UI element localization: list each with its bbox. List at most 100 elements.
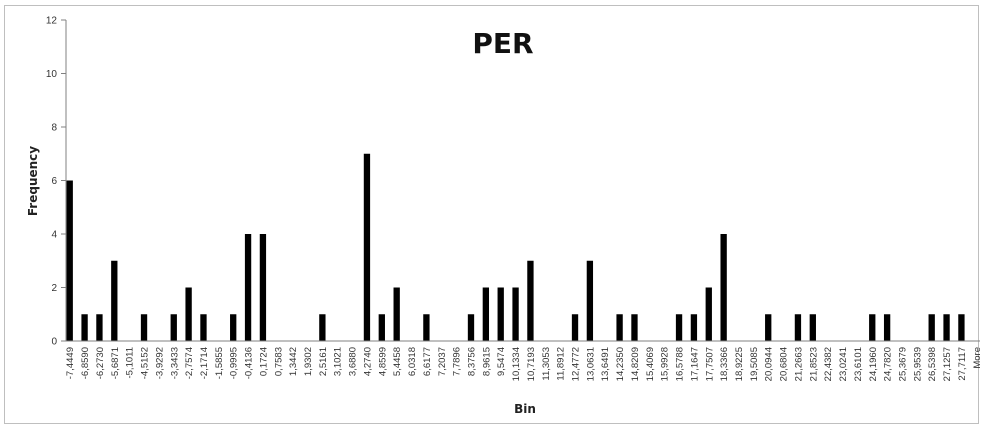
x-tick-label: 16,5788 — [675, 347, 686, 381]
histogram-bar — [958, 314, 965, 341]
x-tick-label: 3,6880 — [348, 347, 359, 376]
histogram-bar — [185, 287, 192, 341]
histogram-bar — [631, 314, 638, 341]
x-tick-label: 24,7820 — [883, 347, 894, 381]
x-tick-label: 8,9615 — [481, 347, 492, 376]
x-tick-label: 23,0241 — [838, 347, 849, 381]
x-tick-label: -5,6871 — [110, 347, 121, 379]
histogram-bar — [111, 260, 118, 341]
x-tick-label: 15,9928 — [660, 347, 671, 381]
x-tick-label: 25,9539 — [912, 347, 923, 381]
x-tick-label: 13,6491 — [600, 347, 611, 381]
histogram-bar — [363, 153, 371, 341]
y-tick-label: 0 — [51, 337, 57, 348]
histogram-bar — [319, 314, 326, 341]
x-tick-label: 7,2037 — [437, 347, 448, 376]
x-tick-label: 8,3756 — [466, 347, 477, 376]
x-axis-ticks: -7,4449 -6,8590 -6,2730 -5,6871 -5,1011 -4,51… — [65, 347, 983, 381]
x-tick-label: -1,5855 — [214, 347, 225, 379]
y-tick-label: 6 — [51, 176, 57, 187]
x-tick-label: -3,9292 — [154, 347, 165, 379]
x-tick-label: 1,9302 — [303, 347, 314, 376]
x-tick-label: -2,7574 — [184, 347, 195, 379]
x-tick-label: 10,7193 — [526, 347, 537, 381]
x-tick-label: 21,8523 — [808, 347, 819, 381]
x-tick-label: 9,5474 — [496, 347, 507, 376]
histogram-bar — [586, 260, 594, 341]
x-tick-label: 17,7507 — [704, 347, 715, 381]
x-tick-label: 25,3679 — [897, 347, 908, 381]
histogram-bar — [571, 314, 579, 341]
x-tick-label: 12,4772 — [571, 347, 582, 381]
x-tick-label: 4,2740 — [362, 347, 373, 376]
x-tick-label: 6,0318 — [407, 347, 418, 376]
histogram-bar — [423, 314, 430, 341]
x-tick-label: 23,6101 — [853, 347, 864, 381]
x-tick-label: -0,9995 — [229, 347, 240, 379]
histogram-bar — [81, 314, 88, 341]
x-tick-label: 18,3366 — [719, 347, 730, 381]
x-tick-label: 1,3442 — [288, 347, 299, 376]
x-tick-label: 6,6177 — [422, 347, 433, 376]
x-tick-label: 15,4069 — [645, 347, 656, 381]
histogram-bar — [482, 287, 490, 341]
histogram-bar — [675, 314, 683, 341]
x-tick-label: 20,6804 — [779, 347, 790, 381]
x-tick-label: 27,1257 — [942, 347, 953, 381]
y-tick-label: 2 — [51, 283, 57, 294]
x-tick-label: 4,8599 — [377, 347, 388, 376]
histogram-bar — [230, 314, 237, 341]
x-tick-label: -6,2730 — [95, 347, 106, 379]
x-tick-label: 0,7583 — [273, 347, 284, 376]
x-tick-label: 18,9225 — [734, 347, 745, 381]
x-tick-label: -3,3433 — [169, 347, 180, 379]
histogram-bar — [616, 314, 623, 341]
histogram-bar — [705, 287, 712, 341]
x-axis-title: Bin — [514, 402, 536, 416]
histogram-bar — [259, 234, 267, 341]
x-tick-label: 5,4458 — [392, 347, 403, 376]
x-tick-label: 14,8209 — [630, 347, 641, 381]
x-tick-label: 0,1724 — [258, 347, 269, 376]
histogram-bar — [512, 287, 519, 341]
histogram-bar — [928, 314, 935, 341]
x-tick-label: 11,8912 — [556, 347, 567, 381]
x-tick-label: 14,2350 — [615, 347, 626, 381]
x-tick-label: 7,7896 — [452, 347, 463, 376]
histogram-bar — [809, 314, 816, 341]
x-tick-label: 20,0944 — [764, 347, 775, 381]
histogram-bar — [200, 314, 207, 341]
bars-group — [66, 153, 965, 341]
histogram-bar — [883, 314, 891, 341]
y-tick-label: 10 — [46, 69, 58, 80]
histogram-bar — [393, 287, 400, 341]
x-tick-label: -4,5152 — [140, 347, 151, 379]
histogram-bar — [467, 314, 475, 341]
x-tick-label: 24,1960 — [868, 347, 879, 381]
histogram-bar — [140, 314, 148, 341]
histogram-bar — [170, 314, 177, 341]
histogram-bar — [66, 180, 73, 341]
x-tick-label: 19,5085 — [749, 347, 760, 381]
x-tick-label: 3,1021 — [333, 347, 344, 376]
x-tick-label: -2,1714 — [199, 347, 210, 379]
histogram-bar — [943, 314, 950, 341]
histogram-bar — [765, 314, 772, 341]
x-tick-label: -7,4449 — [65, 347, 76, 379]
x-tick-label: 10,1334 — [511, 347, 522, 381]
histogram-bar — [497, 287, 504, 341]
x-tick-label: More — [972, 347, 983, 369]
x-tick-label: -0,4136 — [244, 347, 255, 379]
y-tick-label: 4 — [51, 230, 57, 241]
chart-border — [4, 5, 979, 424]
x-tick-label: 17,1647 — [689, 347, 700, 381]
histogram-bar — [720, 234, 727, 341]
y-tick-label: 8 — [51, 123, 57, 134]
histogram-bar — [794, 314, 802, 341]
histogram-bar — [690, 314, 698, 341]
x-tick-label: -6,8590 — [80, 347, 91, 379]
x-tick-label: 26,5398 — [927, 347, 938, 381]
x-tick-label: 11,3053 — [541, 347, 552, 381]
